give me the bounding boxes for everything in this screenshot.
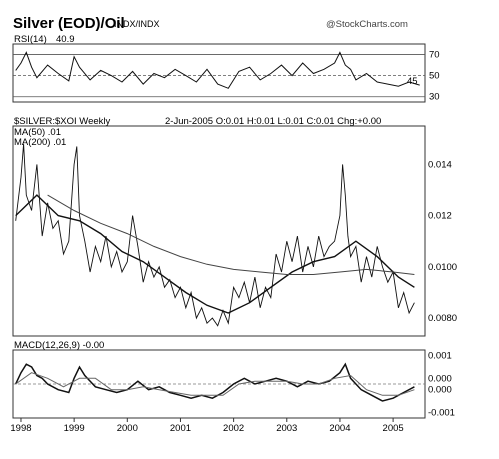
series-ma-50-	[15, 194, 415, 314]
price-tick-label: 0.0100	[428, 262, 457, 273]
price-panel	[12, 125, 426, 337]
x-tick-label: 2004	[329, 423, 350, 434]
price-y-ticks: 0.014 0.012 0.0100 0.0080	[428, 159, 457, 324]
macd-tick-label: 0.001	[428, 351, 452, 362]
macd-tick-label: 0.000	[428, 385, 452, 396]
x-tick-label: 2003	[276, 423, 297, 434]
macd-signal-line	[15, 372, 415, 396]
macd-series	[13, 362, 425, 402]
macd-tick-label: 0.000	[428, 373, 452, 384]
rsi-y-ticks: 70 50 30 45	[407, 50, 440, 103]
x-tick-label: 2002	[223, 423, 244, 434]
rsi-extra-label: 45	[407, 76, 418, 87]
rsi-line	[15, 51, 420, 89]
x-axis: 1998 1999 2000 2001 2002 2003 2004 2005	[10, 418, 404, 434]
x-tick-label: 2001	[170, 423, 191, 434]
watermark: @StockCharts.com	[326, 19, 408, 30]
chart-title: Silver (EOD)/Oil	[13, 15, 125, 32]
x-tick-label: 1999	[64, 423, 85, 434]
macd-macd-line	[15, 362, 415, 402]
price-tick-label: 0.012	[428, 211, 452, 222]
rsi-series	[13, 51, 425, 98]
x-tick-label: 2005	[383, 423, 404, 434]
x-tick-label: 1998	[10, 423, 31, 434]
price-series	[15, 143, 415, 327]
series--silver-xoi	[15, 143, 415, 327]
price-title: $SILVER:$XOI Weekly	[14, 116, 111, 127]
rsi-panel	[12, 43, 426, 103]
x-tick-label: 2000	[117, 423, 138, 434]
price-tick-label: 0.014	[428, 159, 452, 170]
macd-label: MACD(12,26,9) -0.00	[14, 340, 104, 351]
rsi-tick-label: 70	[429, 50, 440, 61]
rsi-label: RSI(14)	[14, 34, 47, 45]
price-tick-label: 0.0080	[428, 313, 457, 324]
rsi-tick-label: 50	[429, 71, 440, 82]
macd-tick-label: -0.001	[428, 407, 455, 418]
legend-ma200: MA(200) .01	[14, 137, 66, 148]
rsi-tick-label: 30	[429, 92, 440, 103]
series-ma-200-	[47, 194, 415, 275]
ohlc-text: 2-Jun-2005 O:0.01 H:0.01 L:0.01 C:0.01 C…	[165, 116, 381, 127]
rsi-value: 40.9	[56, 34, 75, 45]
legend-ma50: MA(50) .01	[14, 127, 61, 138]
chart-title-sub: INDX/INDX	[114, 19, 160, 29]
